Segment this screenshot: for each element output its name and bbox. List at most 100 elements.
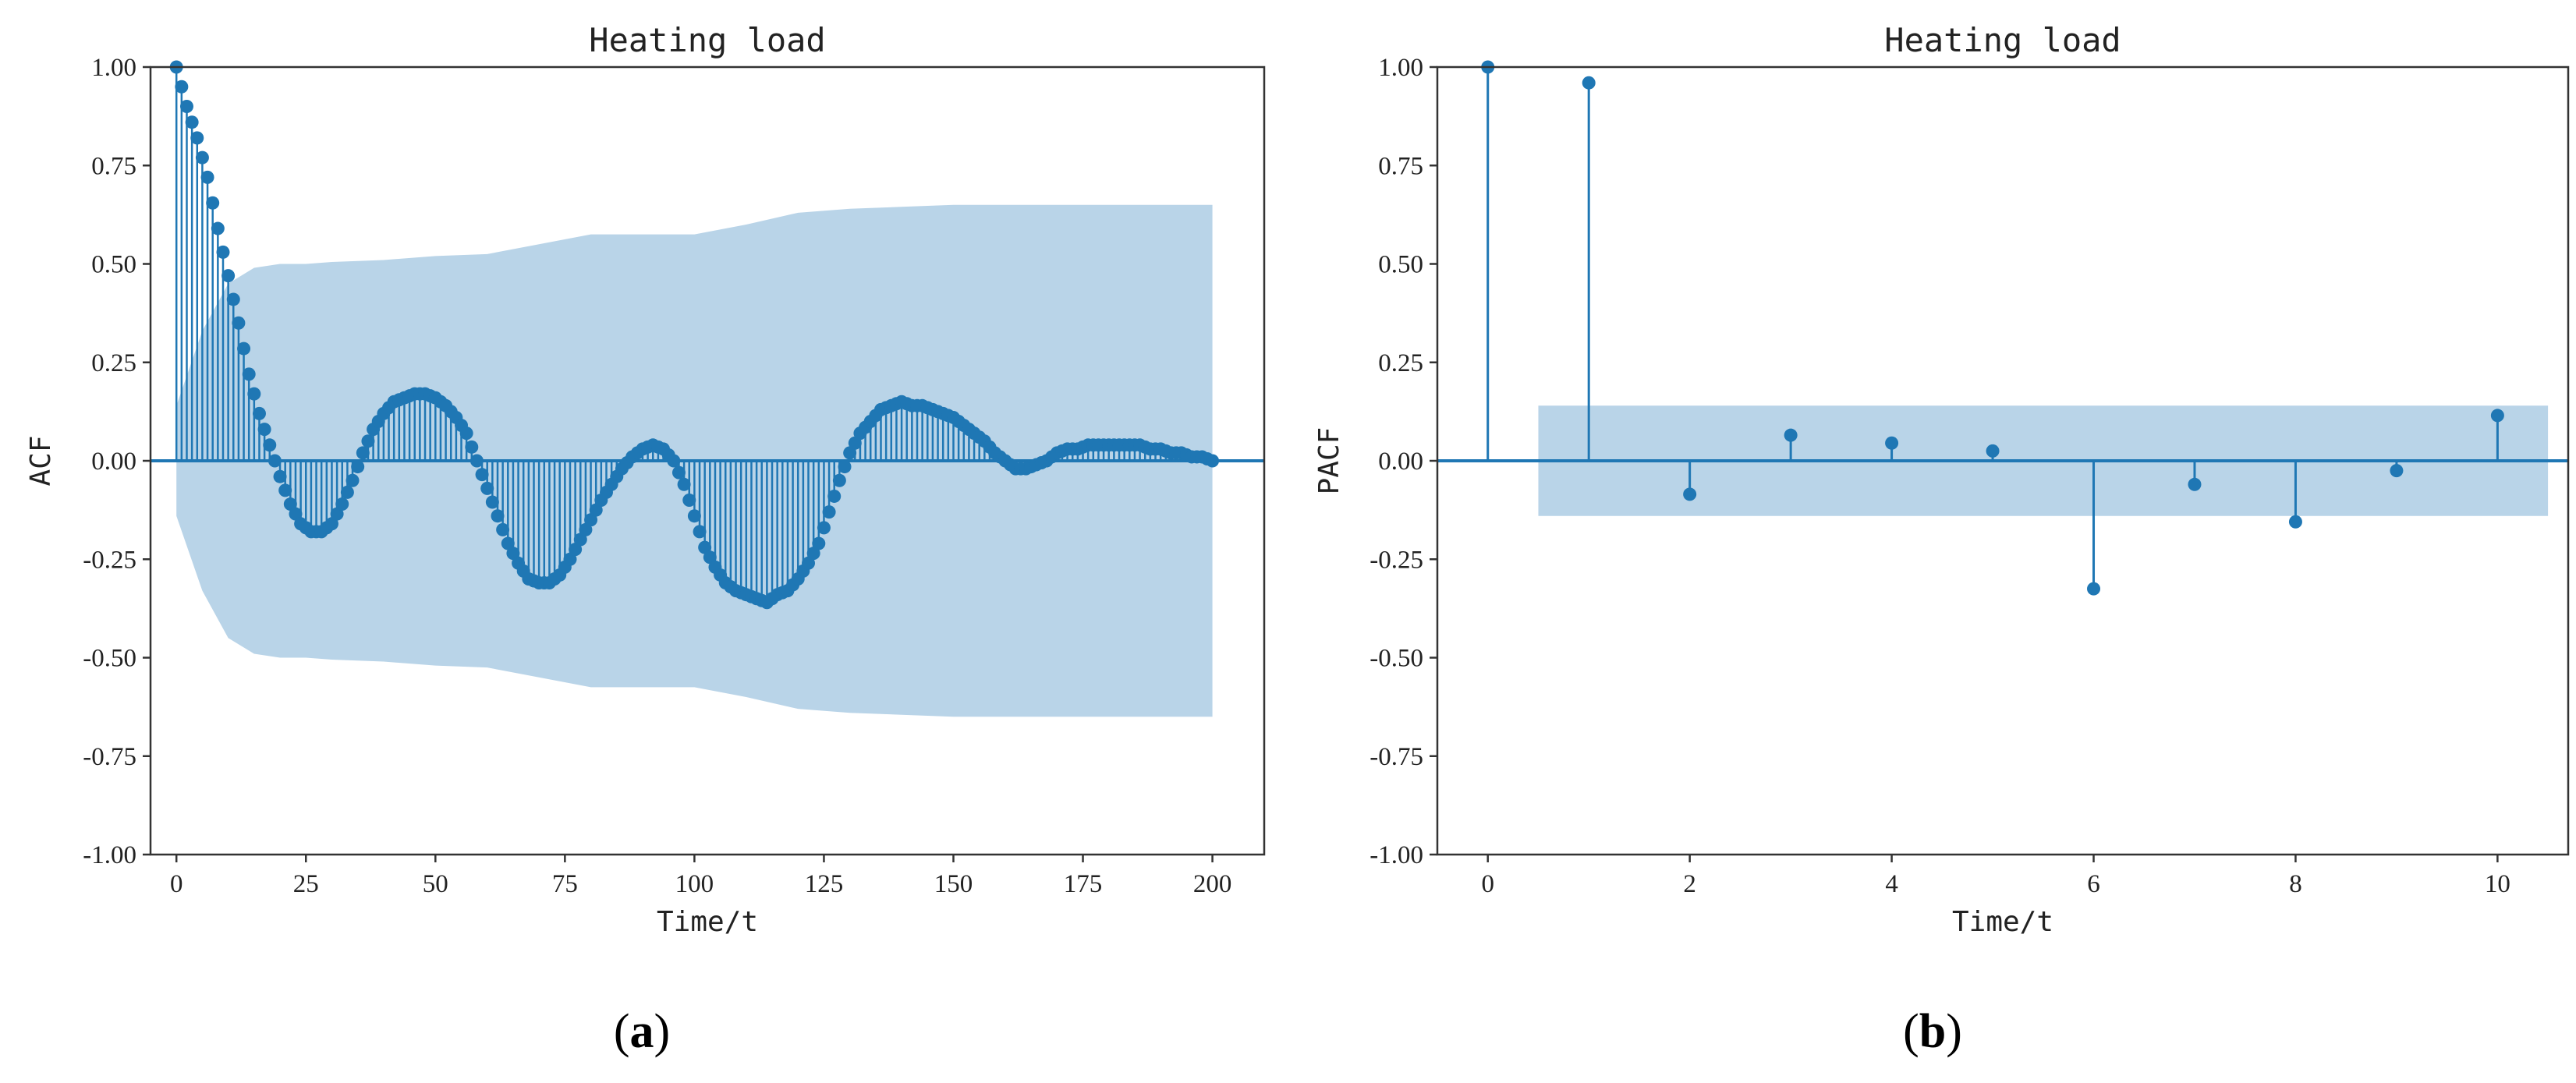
pacf-title: Heating load: [1884, 21, 2121, 59]
pacf-point: [2490, 409, 2504, 423]
pacf-y-axis-label: PACF: [1313, 427, 1345, 495]
acf-x-tick-label: 150: [934, 870, 973, 898]
acf-x-tick-label: 0: [170, 870, 183, 898]
acf-y-axis-label: ACF: [25, 435, 57, 486]
acf-point: [475, 468, 489, 482]
acf-point: [677, 477, 691, 491]
acf-y-tick-label: 0.50: [91, 251, 136, 279]
acf-chart: -1.00 -0.75 -0.50 -0.25 0.00 0.25 0.50 0.75 1.00…: [25, 21, 1266, 1058]
pacf-x-tick-label: 6: [2087, 870, 2100, 898]
acf-point: [242, 367, 256, 381]
acf-point: [682, 494, 696, 507]
acf-point: [573, 533, 587, 547]
pacf-y-tick-label: -0.25: [1369, 546, 1423, 574]
acf-point: [237, 342, 251, 356]
acf-point: [501, 536, 515, 550]
acf-point: [832, 473, 846, 487]
acf-point: [838, 460, 852, 474]
acf-point: [335, 497, 349, 511]
acf-point: [252, 406, 266, 420]
acf-point: [589, 503, 603, 517]
acf-point: [465, 440, 479, 454]
acf-point: [247, 387, 261, 401]
acf-point: [802, 556, 816, 570]
acf-point: [257, 423, 271, 437]
acf-point: [232, 316, 246, 330]
acf-x-tick-label: 125: [805, 870, 844, 898]
acf-point: [496, 522, 510, 536]
pacf-panel-label-close: ): [1946, 1005, 1962, 1058]
pacf-panel-label: (b): [1903, 1005, 1962, 1058]
acf-point: [459, 426, 473, 441]
acf-x-tick-label: 50: [423, 870, 448, 898]
pacf-point: [1582, 76, 1596, 90]
pacf-y-tick-label: 0.25: [1378, 349, 1423, 377]
acf-panel-label-letter: a: [630, 1005, 654, 1058]
pacf-y-tick-label: -0.75: [1369, 743, 1423, 771]
pacf-point: [2288, 515, 2302, 529]
pacf-panel-label-letter: b: [1919, 1005, 1946, 1058]
acf-panel-label-open: (: [614, 1005, 630, 1058]
acf-point: [211, 221, 225, 235]
acf-point: [693, 525, 707, 539]
acf-point: [340, 485, 354, 499]
acf-point: [822, 505, 836, 519]
acf-point: [469, 454, 484, 468]
acf-point: [1206, 454, 1220, 468]
acf-point: [221, 269, 236, 283]
pacf-y-tick-label: 0.00: [1378, 448, 1423, 476]
pacf-x-tick-label: 2: [1683, 870, 1696, 898]
pacf-x-tick-label: 0: [1481, 870, 1494, 898]
pacf-x-axis-label: Time/t: [1952, 906, 2053, 938]
acf-point: [579, 522, 593, 536]
acf-panel-label: (a): [614, 1005, 670, 1058]
pacf-point: [2188, 477, 2202, 491]
acf-y-tick-label: -0.50: [83, 645, 136, 673]
pacf-x-tick-label: 10: [2485, 870, 2510, 898]
acf-point: [584, 513, 598, 527]
acf-point: [506, 547, 520, 561]
acf-x-tick-label: 200: [1193, 870, 1232, 898]
acf-x-tick-label: 175: [1064, 870, 1103, 898]
acf-y-tick-label: -1.00: [83, 841, 136, 869]
acf-point: [345, 473, 360, 487]
acf-point: [667, 454, 681, 468]
pacf-y-axis: -1.00 -0.75 -0.50 -0.25 0.00 0.25 0.50 0.75 1.00: [1369, 54, 1437, 869]
pacf-point: [1683, 487, 1697, 501]
pacf-panel-label-open: (: [1903, 1005, 1919, 1058]
acf-point: [351, 460, 365, 474]
acf-point: [324, 517, 338, 531]
acf-point: [848, 436, 862, 450]
pacf-point: [1784, 428, 1798, 442]
acf-marks: [169, 60, 1220, 610]
pacf-x-axis: 0 2 4 6 8 10: [1481, 855, 2510, 898]
acf-point: [175, 80, 189, 94]
pacf-x-tick-label: 4: [1885, 870, 1898, 898]
pacf-y-tick-label: 0.75: [1378, 152, 1423, 180]
acf-point: [491, 509, 505, 523]
acf-point: [356, 446, 370, 460]
acf-title: Heating load: [589, 21, 825, 59]
acf-point: [226, 292, 240, 306]
acf-point: [289, 507, 303, 521]
acf-point: [185, 115, 199, 129]
acf-point: [283, 497, 297, 511]
acf-point: [671, 465, 686, 480]
acf-point: [703, 550, 717, 565]
acf-point: [817, 521, 831, 535]
acf-y-axis: -1.00 -0.75 -0.50 -0.25 0.00 0.25 0.50 0.75 1.00: [83, 54, 151, 869]
pacf-point: [1885, 436, 1899, 450]
acf-point: [687, 509, 701, 523]
acf-point: [806, 547, 820, 561]
pacf-point: [1986, 444, 2000, 458]
acf-y-tick-label: -0.75: [83, 743, 136, 771]
acf-point: [195, 150, 209, 165]
acf-point: [273, 469, 287, 483]
acf-point: [330, 507, 344, 521]
acf-point: [812, 536, 826, 550]
pacf-marks: [1481, 60, 2504, 596]
acf-point: [278, 483, 292, 497]
acf-point: [179, 100, 193, 113]
acf-point: [827, 489, 842, 503]
